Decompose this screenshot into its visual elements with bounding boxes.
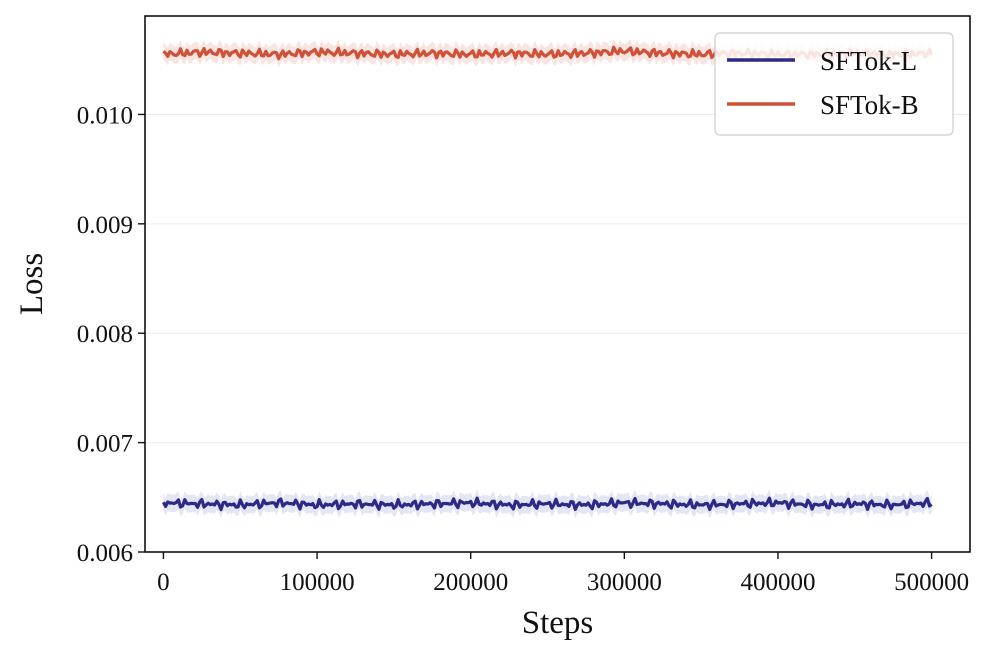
x-tick-label: 200000 [433, 569, 508, 596]
legend-label: SFTok-B [820, 90, 919, 120]
y-axis-ticks: 0.006 0.007 0.008 0.009 0.010 [77, 102, 145, 567]
y-axis-title: Loss [14, 253, 50, 315]
y-tick-label: 0.008 [77, 321, 133, 348]
y-tick-label: 0.007 [77, 431, 133, 458]
x-tick-label: 400000 [740, 569, 815, 596]
grid-lines [145, 113, 970, 553]
x-tick-label: 300000 [587, 569, 662, 596]
y-tick-label: 0.010 [77, 102, 133, 129]
x-tick-label: 0 [157, 569, 170, 596]
x-axis-ticks: 0 100000 200000 300000 400000 500000 [157, 552, 969, 596]
y-tick-label: 0.009 [77, 212, 133, 239]
x-tick-label: 500000 [894, 569, 969, 596]
x-axis-title: Steps [522, 605, 594, 641]
x-tick-label: 100000 [280, 569, 355, 596]
y-tick-label: 0.006 [77, 540, 133, 567]
legend: SFTok-L SFTok-B [714, 32, 954, 136]
series-line-0 [161, 496, 933, 512]
plot-frame [144, 15, 971, 553]
legend-label: SFTok-L [820, 46, 917, 76]
